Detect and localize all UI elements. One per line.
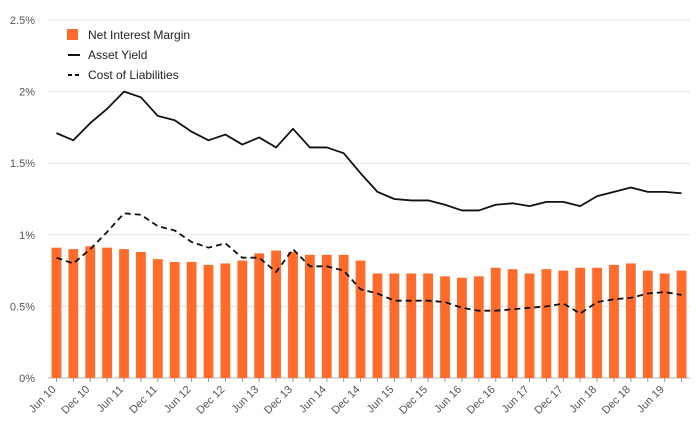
x-tick-label: Jun 17: [500, 384, 532, 416]
bar-net-interest-margin: [372, 273, 383, 378]
bar-net-interest-margin: [609, 264, 619, 378]
x-tick-label: Dec 18: [600, 384, 633, 417]
bar-net-interest-margin: [406, 273, 417, 378]
bar-net-interest-margin: [642, 270, 653, 378]
x-tick-label: Jun 14: [297, 384, 329, 416]
x-axis: Jun 10 Dec 10 Jun 11 Dec 11 Jun 12 Dec 12 Jun …: [27, 378, 683, 417]
x-tick-label: Jun 11: [95, 384, 126, 415]
bar-net-interest-margin: [507, 269, 518, 378]
bar-net-interest-margin: [237, 260, 248, 378]
bar-net-interest-margin: [220, 263, 231, 378]
bar-net-interest-margin: [51, 247, 62, 378]
x-tick-label: Dec 10: [59, 384, 92, 417]
bar-net-interest-margin: [524, 273, 535, 378]
bar-net-interest-margin: [423, 273, 434, 378]
bar-net-interest-margin: [304, 254, 315, 378]
legend-swatch-net-interest-margin: [67, 29, 78, 40]
bar-net-interest-margin: [102, 247, 113, 378]
x-tick-label: Jun 19: [635, 384, 667, 416]
bar-net-interest-margin: [625, 263, 636, 378]
bar-net-interest-margin: [321, 254, 332, 378]
bar-net-interest-margin: [575, 267, 586, 378]
y-tick-label: 0%: [19, 373, 35, 385]
y-tick-label: 1.5%: [10, 158, 35, 170]
y-axis: 0% 0.5% 1% 1.5% 2% 2.5%: [10, 15, 35, 385]
x-tick-label: Dec 12: [194, 384, 227, 417]
bar-net-interest-margin: [389, 273, 400, 378]
bar-net-interest-margin: [85, 246, 96, 378]
x-tick-label: Dec 17: [532, 384, 565, 417]
bar-net-interest-margin: [440, 276, 450, 378]
x-tick-label: Jun 13: [229, 384, 261, 416]
bar-net-interest-margin: [541, 269, 552, 378]
bar-net-interest-margin: [119, 249, 129, 378]
x-tick-label: Jun 16: [432, 384, 464, 416]
bar-net-interest-margin: [473, 276, 484, 378]
legend: Net Interest Margin Asset Yield Cost of …: [67, 28, 190, 82]
bar-net-interest-margin: [490, 267, 501, 378]
bar-net-interest-margin: [152, 259, 163, 378]
bar-net-interest-margin: [254, 253, 265, 378]
x-tick-label: Jun 18: [567, 384, 599, 416]
x-tick-label: Dec 13: [262, 384, 295, 417]
y-tick-label: 2.5%: [10, 15, 35, 27]
bar-net-interest-margin: [592, 267, 602, 378]
y-tick-label: 1%: [19, 230, 35, 242]
net-interest-margin-bars: [51, 246, 687, 378]
bar-net-interest-margin: [659, 273, 670, 378]
y-tick-label: 2%: [19, 87, 35, 99]
x-tick-label: Dec 15: [397, 384, 430, 417]
x-tick-label: Jun 12: [162, 384, 194, 416]
bar-net-interest-margin: [355, 260, 366, 378]
bar-net-interest-margin: [136, 251, 146, 378]
y-tick-label: 0.5%: [10, 301, 35, 313]
line-series: [56, 90, 682, 315]
x-tick-label: Jun 10: [27, 384, 59, 416]
x-tick-label: Dec 16: [465, 384, 498, 417]
legend-label-net-interest-margin: Net Interest Margin: [88, 28, 190, 42]
bar-net-interest-margin: [68, 249, 79, 378]
bar-net-interest-margin: [288, 251, 298, 378]
bar-net-interest-margin: [558, 270, 569, 378]
x-tick-label: Dec 11: [127, 384, 160, 417]
legend-label-cost-of-liabilities: Cost of Liabilities: [88, 68, 179, 82]
bar-net-interest-margin: [203, 264, 214, 378]
bar-net-interest-margin: [338, 254, 349, 378]
bar-net-interest-margin: [186, 262, 197, 378]
line-asset-yield: [56, 90, 682, 212]
line-cost-of-liabilities: [56, 212, 682, 315]
legend-label-asset-yield: Asset Yield: [88, 48, 147, 62]
bar-net-interest-margin: [271, 250, 281, 378]
x-tick-label: Dec 14: [330, 384, 363, 417]
bar-net-interest-margin: [457, 277, 467, 378]
bar-net-interest-margin: [169, 262, 180, 378]
bar-net-interest-margin: [676, 270, 687, 378]
x-tick-label: Jun 15: [365, 384, 397, 416]
